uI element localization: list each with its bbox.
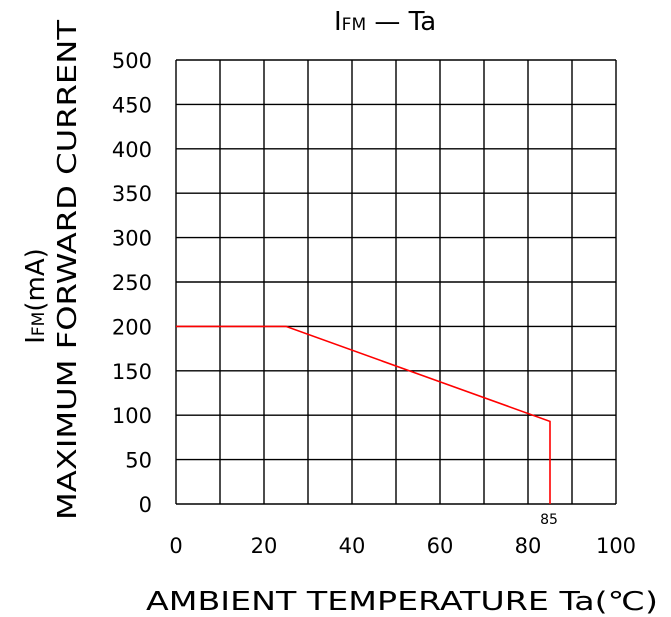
x-tick-label: 80	[515, 534, 542, 558]
series-line	[176, 325, 551, 504]
x-tick-label: 0	[169, 534, 182, 558]
chart-title: IFM — Ta	[334, 7, 436, 37]
y-tick-label: 0	[139, 493, 152, 517]
y-tick-label: 300	[112, 227, 152, 251]
x-axis-label: AMBIENT TEMPERATURE Ta(℃)	[146, 587, 658, 617]
y-axis-label-units: IFM(mA)	[21, 248, 51, 344]
x-tick-label: 100	[596, 534, 636, 558]
chart-grid	[175, 59, 617, 505]
y-tick-label: 50	[125, 449, 152, 473]
x-tick-label: 60	[427, 534, 454, 558]
y-tick-label: 450	[112, 93, 152, 117]
x-tick-label: 20	[251, 534, 278, 558]
chart-annotations: 85	[540, 512, 558, 528]
y-tick-label: 350	[112, 182, 152, 206]
y-tick-labels: 0 50 100 150 200 250 300 350 400 450 500	[112, 49, 152, 517]
x-tick-label: 40	[339, 534, 366, 558]
y-tick-label: 150	[112, 360, 152, 384]
y-tick-label: 250	[112, 271, 152, 295]
y-tick-label: 100	[112, 404, 152, 428]
y-tick-label: 400	[112, 138, 152, 162]
annotation-label: 85	[540, 512, 558, 528]
y-tick-label: 200	[112, 315, 152, 339]
chart-series	[176, 325, 551, 504]
x-tick-labels: 0 20 40 60 80 100	[169, 534, 636, 558]
y-tick-label: 500	[112, 49, 152, 73]
y-axis-label: MAXIMUM FORWARD CURRENT	[53, 20, 83, 520]
